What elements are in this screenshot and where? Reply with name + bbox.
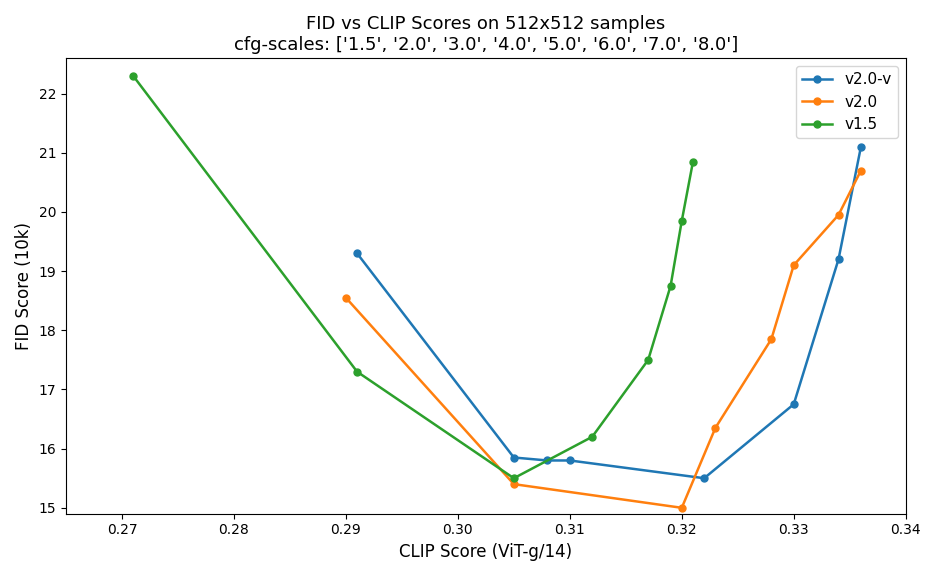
Line: v2.0: v2.0 <box>343 167 864 511</box>
v2.0 <box>676 505 687 511</box>
Legend: v2.0-v, v2.0, v1.5: v2.0-v, v2.0, v1.5 <box>796 66 898 138</box>
Line: v1.5: v1.5 <box>130 73 696 482</box>
X-axis label: CLIP Score (ViT-g/14): CLIP Score (ViT-g/14) <box>400 543 573 561</box>
v2.0 <box>709 425 721 431</box>
v1.5 <box>352 368 363 375</box>
Y-axis label: FID Score (10k): FID Score (10k) <box>15 222 33 350</box>
v2.0 <box>833 211 844 218</box>
v2.0-v <box>788 401 799 408</box>
v1.5 <box>687 158 698 165</box>
v2.0-v <box>352 250 363 257</box>
v2.0 <box>766 336 777 343</box>
v2.0 <box>788 262 799 268</box>
v2.0 <box>856 167 867 174</box>
v2.0-v <box>833 256 844 263</box>
v2.0 <box>341 294 352 301</box>
v1.5 <box>508 475 519 482</box>
v2.0-v <box>698 475 709 482</box>
v2.0-v <box>542 457 553 464</box>
v2.0-v <box>508 454 519 461</box>
v2.0-v <box>564 457 576 464</box>
v1.5 <box>587 433 598 440</box>
v1.5 <box>665 282 676 289</box>
v1.5 <box>676 217 687 224</box>
v1.5 <box>643 357 654 363</box>
Title: FID vs CLIP Scores on 512x512 samples
cfg-scales: ['1.5', '2.0', '3.0', '4.0', ': FID vs CLIP Scores on 512x512 samples cf… <box>234 15 738 54</box>
Line: v2.0-v: v2.0-v <box>354 143 864 482</box>
v1.5 <box>127 73 139 79</box>
v2.0-v <box>856 143 867 150</box>
v2.0 <box>508 481 519 488</box>
